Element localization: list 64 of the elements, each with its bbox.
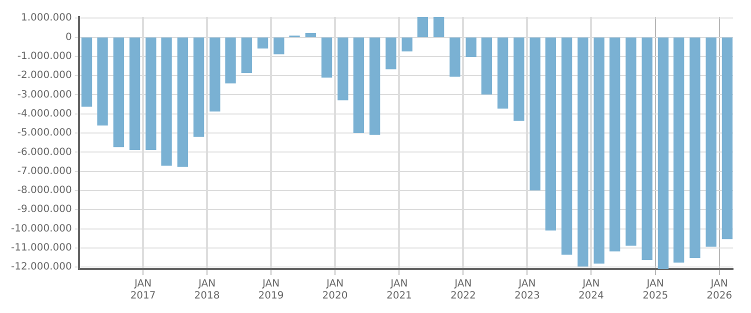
bar: [722, 37, 733, 240]
bar: [561, 37, 572, 255]
bar: [353, 37, 364, 133]
y-tick-label: -2.000.000: [17, 70, 72, 82]
bar: [113, 37, 124, 148]
x-tick-label: JAN 2024: [578, 278, 604, 302]
bar: [610, 37, 620, 252]
x-tick-label: JAN 2026: [706, 278, 732, 302]
bar: [578, 37, 588, 266]
y-tick-label: -6.000.000: [17, 146, 72, 158]
bar: [481, 37, 492, 94]
y-tick-label: -5.000.000: [17, 128, 72, 139]
bar: [241, 37, 252, 74]
x-tick-label: JAN 2020: [322, 278, 348, 302]
bar: [497, 37, 508, 109]
x-tick-label: JAN 2022: [450, 278, 476, 302]
bar: [161, 37, 172, 166]
bar: [626, 37, 636, 246]
bar: [673, 37, 684, 263]
y-tick-label: -1.000.000: [17, 51, 72, 62]
bar: [305, 32, 316, 38]
bar: [433, 17, 444, 38]
y-tick-label: -4.000.000: [17, 108, 72, 120]
bar: [642, 37, 652, 260]
bar: [514, 37, 524, 121]
y-tick-label: -7.000.000: [17, 166, 72, 177]
bar: [690, 37, 700, 258]
bar: [274, 37, 284, 54]
x-tick-label: JAN 2018: [194, 278, 220, 302]
x-tick-label: JAN 2017: [130, 278, 156, 302]
bar: [530, 37, 540, 190]
bar: [369, 37, 380, 135]
y-tick-label: -10.000.000: [10, 223, 72, 234]
bar: [545, 37, 556, 230]
bar: [594, 37, 604, 264]
bar: [193, 37, 204, 137]
bar: [129, 37, 140, 150]
y-tick-label: 1.000.000: [20, 12, 72, 24]
y-tick-label: -12.000.000: [10, 262, 72, 273]
y-tick-label: -8.000.000: [17, 185, 72, 196]
x-tick-label: JAN 2023: [514, 278, 540, 302]
bar: [417, 17, 428, 38]
x-tick-label: JAN 2021: [386, 278, 412, 302]
bar: [210, 37, 220, 112]
y-tick-label: -3.000.000: [17, 89, 72, 100]
y-tick-label: 0: [65, 32, 72, 43]
bar: [466, 37, 476, 57]
y-tick-label: -9.000.000: [17, 204, 72, 216]
bar: [402, 37, 412, 52]
bar: [146, 37, 156, 150]
y-tick-label: -11.000.000: [10, 242, 72, 254]
bar: [81, 37, 92, 107]
bar: [257, 37, 268, 49]
bar: [97, 37, 108, 126]
bar: [386, 37, 396, 70]
bar: [338, 37, 348, 100]
x-tick-label: JAN 2025: [642, 278, 668, 302]
bar: [225, 37, 236, 84]
bar: [177, 37, 188, 167]
bar: [706, 37, 716, 247]
bar: [321, 37, 332, 78]
bar: [658, 37, 669, 269]
x-tick-label: JAN 2019: [258, 278, 284, 302]
bar: [450, 37, 460, 77]
